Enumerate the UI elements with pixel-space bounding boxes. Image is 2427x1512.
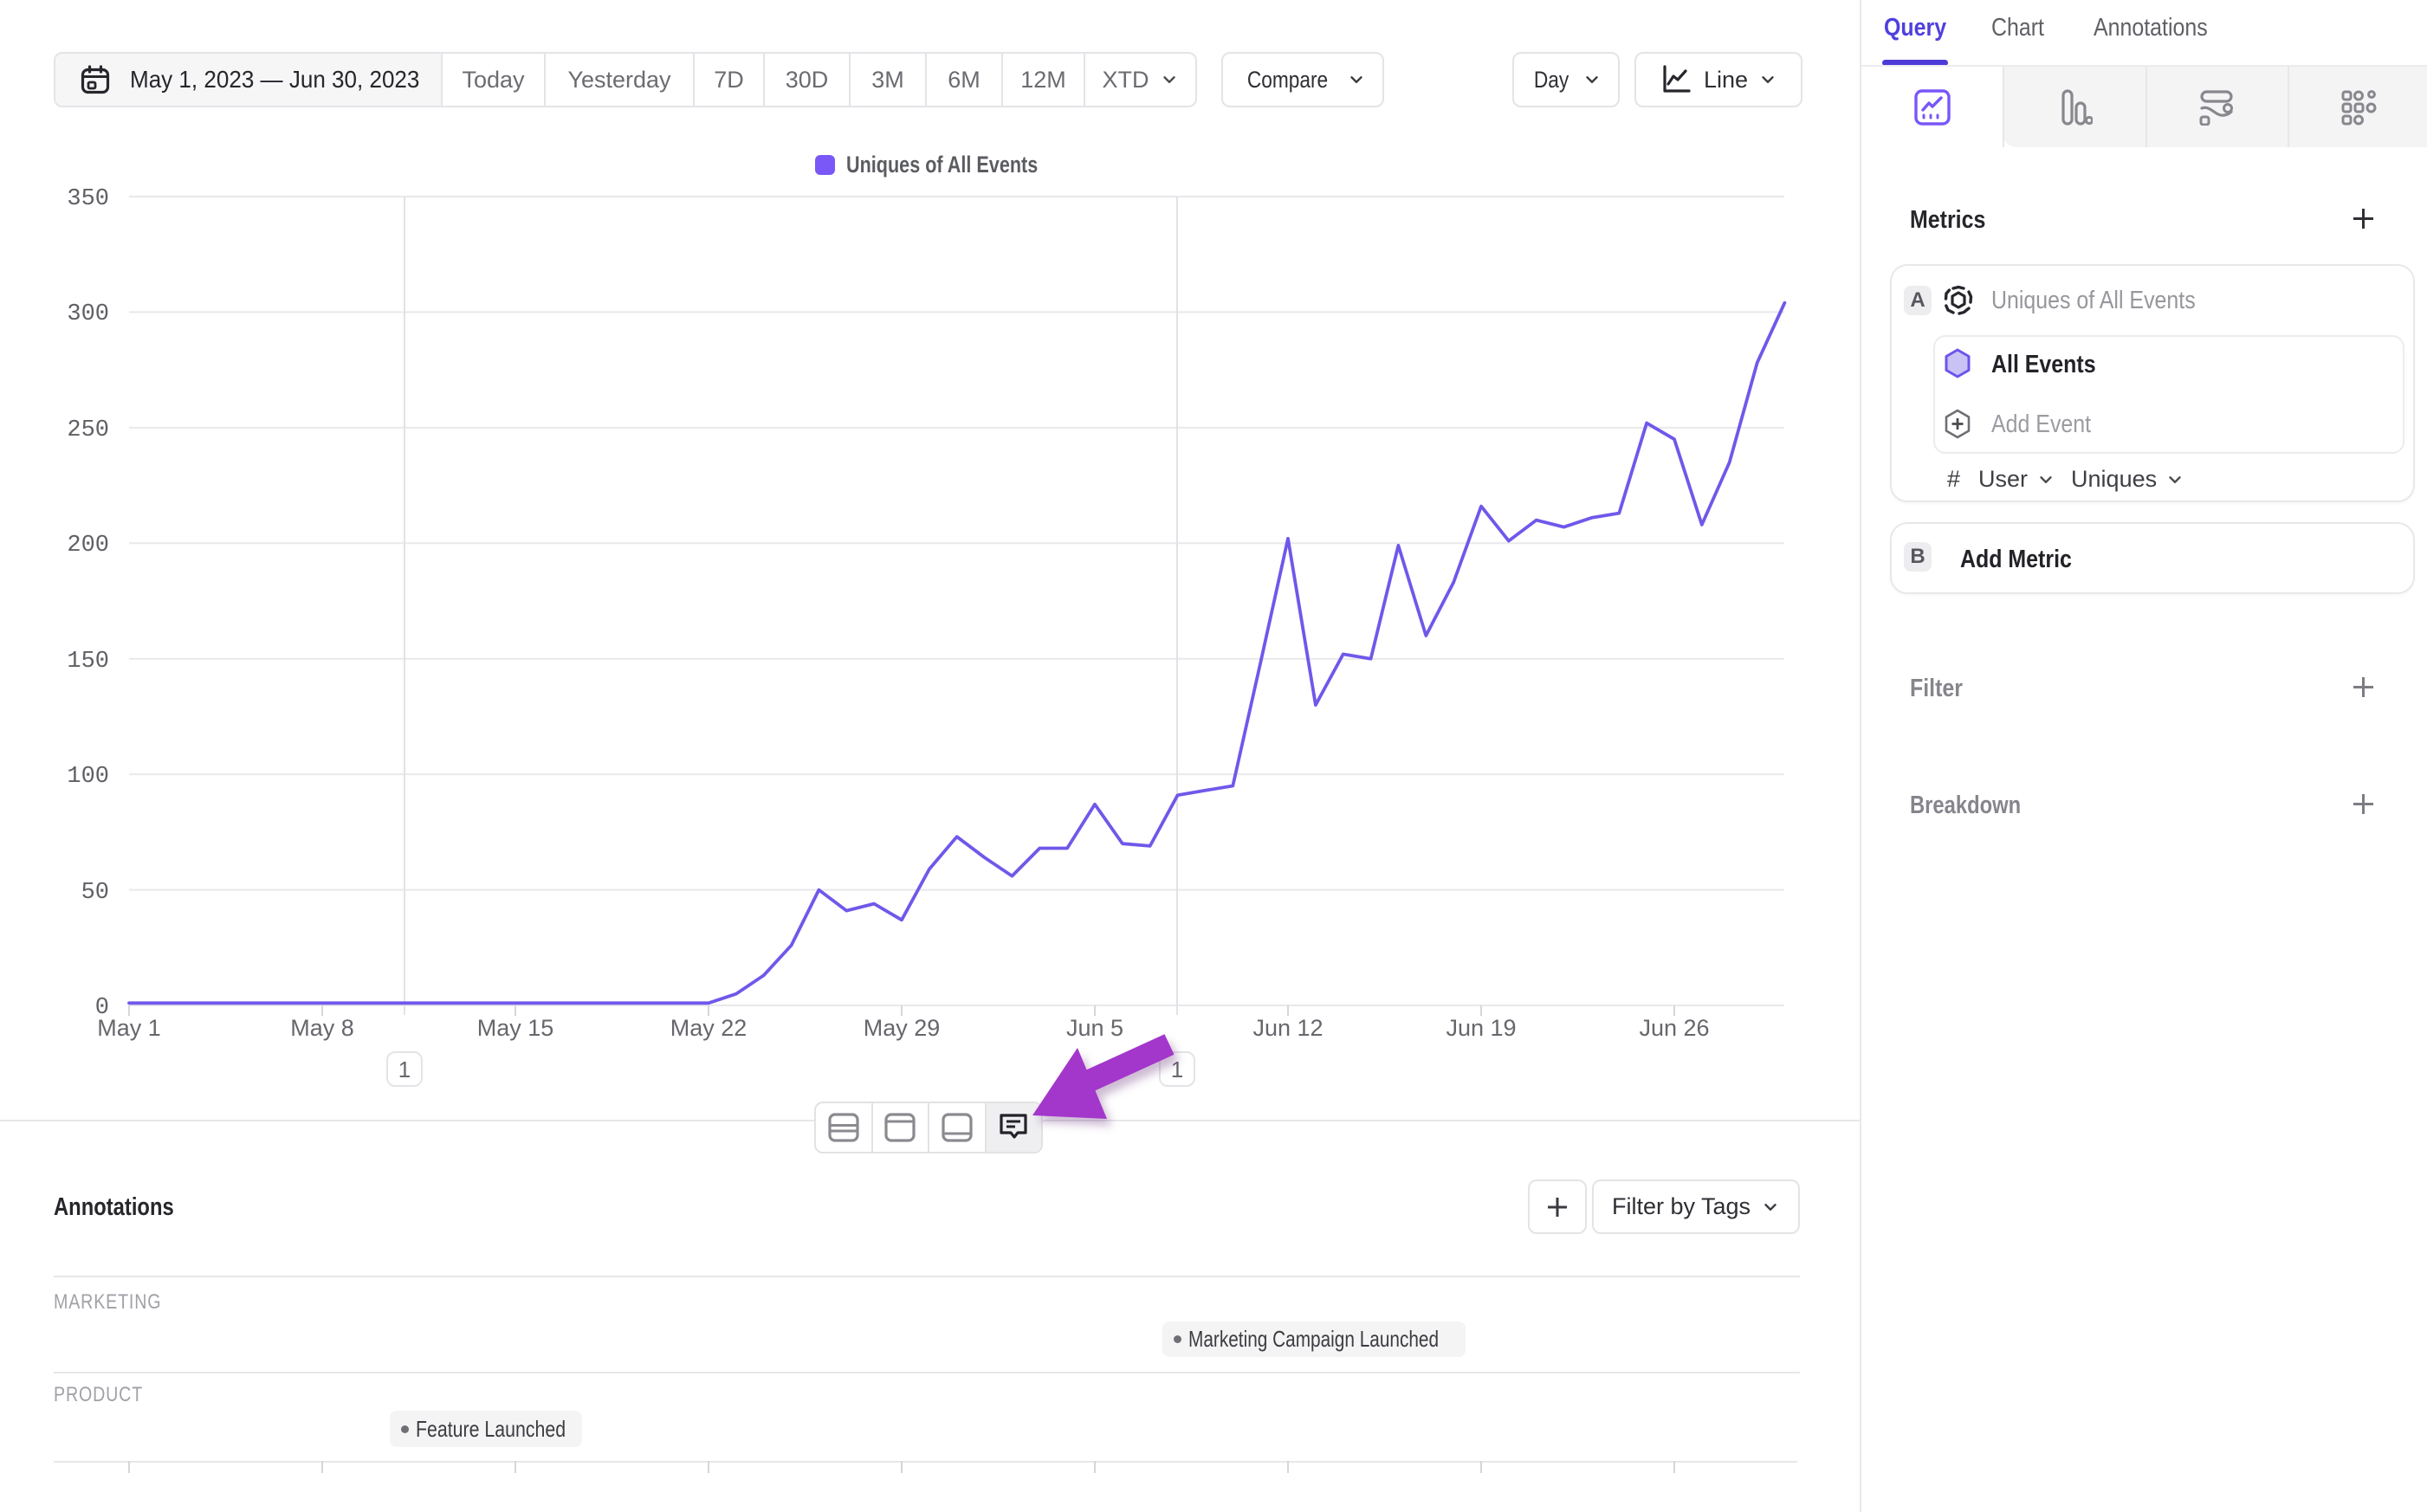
svg-text:0: 0 [95,995,109,1021]
svg-text:Jun 12: Jun 12 [1252,1015,1323,1041]
svg-text:1: 1 [398,1056,411,1082]
svg-text:May 15: May 15 [477,1015,554,1041]
svg-text:May 22: May 22 [670,1015,748,1041]
svg-text:Jun 5: Jun 5 [1066,1015,1123,1041]
svg-text:350: 350 [67,186,109,212]
svg-text:50: 50 [81,880,109,906]
svg-text:May 29: May 29 [864,1015,941,1041]
svg-text:150: 150 [67,649,109,675]
svg-text:May 1: May 1 [97,1015,161,1041]
svg-text:250: 250 [67,417,109,443]
svg-text:Jun 19: Jun 19 [1446,1015,1516,1041]
svg-text:300: 300 [67,301,109,327]
svg-text:1: 1 [1171,1056,1183,1082]
svg-text:200: 200 [67,533,109,559]
svg-text:Jun 26: Jun 26 [1639,1015,1709,1041]
svg-text:May 8: May 8 [290,1015,354,1041]
svg-text:100: 100 [67,764,109,790]
